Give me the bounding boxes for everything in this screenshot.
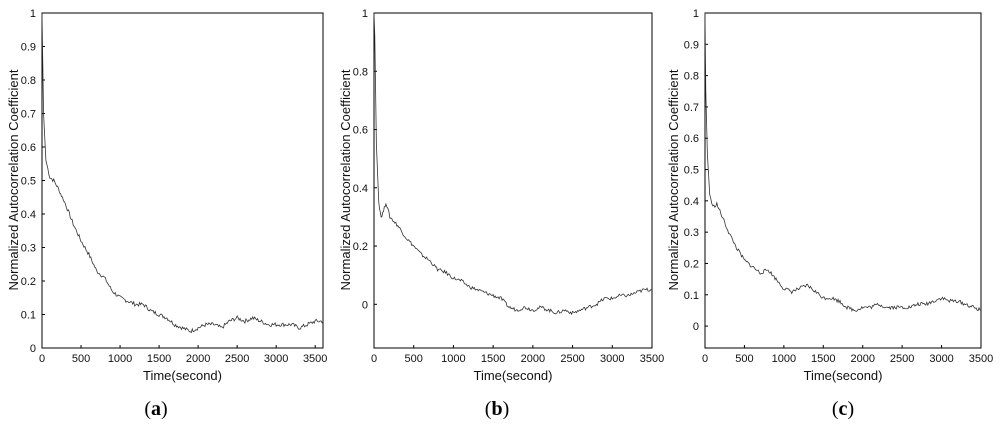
y-tick-label: 1 [362,8,368,20]
y-tick-label: 0.1 [21,310,36,322]
x-tick-label: 500 [735,353,753,365]
x-tick-label: 1000 [108,353,132,365]
y-tick-label: 0.3 [21,243,36,255]
chart-c-svg: 0 500 1000 1500 2000 2500 3000 3500 0 0.1 0.2 0.3 0.… [666,8,993,383]
y-tick-label: 1 [30,8,36,20]
x-tick-label: 3500 [303,353,327,365]
caption-c: (c) [831,398,855,420]
x-tick-label: 0 [702,353,708,365]
y-tick-label: 0.8 [353,66,368,78]
y-axis-label: Normalized Autocorrelation Coefficient [666,69,681,290]
x-tick-label: 2000 [521,353,545,365]
y-tick-label: 0.2 [684,258,699,270]
x-tick-label: 2000 [850,353,874,365]
y-tick-label: 0 [362,299,368,311]
x-tick-label: 1500 [481,353,505,365]
chart-b-svg: 0 500 1000 1500 2000 2500 3000 3500 0 0.2 0.4 0.6 0.… [338,8,664,383]
x-tick-label: 1000 [772,353,796,365]
y-tick-label: 0.5 [684,165,699,177]
y-tick-label: 0.8 [21,75,36,87]
y-tick-label: 0.6 [684,133,699,145]
x-axis-label: Time(second) [474,368,553,383]
y-tick-label: 0.2 [353,241,368,253]
caption-a: (a) [144,398,168,420]
x-axis-label: Time(second) [143,368,222,383]
chart-panel-a: 0 500 1000 1500 2000 2500 3000 3500 0 0.1 0.2 0.3 0.… [0,0,330,428]
y-tick-label: 0.7 [684,102,699,114]
plot-frame [373,12,653,349]
x-tick-label: 3000 [929,353,953,365]
x-tick-label: 500 [72,353,90,365]
caption-b-letter: b [491,398,503,420]
y-tick-label: 1 [693,8,699,20]
x-axis-label: Time(second) [804,368,883,383]
y-tick-label: 0.3 [684,227,699,239]
autocorrelation-series-line [704,12,982,312]
y-tick-label: 0.9 [21,42,36,54]
autocorrelation-series-line [41,12,324,334]
y-tick-label: 0.4 [21,209,36,221]
y-tick-label: 0.4 [684,196,699,208]
x-tick-label: 0 [371,353,377,365]
caption-a-letter: a [151,398,161,420]
x-tick-label: 2500 [890,353,914,365]
x-tick-label: 3500 [969,353,993,365]
x-tick-label: 3000 [264,353,288,365]
y-tick-label: 0 [693,321,699,333]
x-tick-label: 1000 [441,353,465,365]
y-tick-label: 0 [30,343,36,355]
x-tick-label: 2000 [186,353,210,365]
y-tick-label: 0.6 [353,125,368,137]
y-tick-label: 0.1 [684,290,699,302]
y-tick-label: 0.6 [21,142,36,154]
y-tick-label: 0.7 [21,109,36,121]
y-axis-label: Normalized Autocorrelation Coefficient [338,69,353,290]
x-tick-label: 2500 [560,353,584,365]
y-tick-label: 0.8 [684,71,699,83]
y-axis-label: Normalized Autocorrelation Coefficient [6,69,21,290]
x-tick-label: 1500 [147,353,171,365]
caption-b: (b) [484,398,510,420]
x-tick-label: 3000 [600,353,624,365]
plot-frame [41,12,324,349]
chart-panel-c: 0 500 1000 1500 2000 2500 3000 3500 0 0.1 0.2 0.3 0.… [665,0,995,428]
chart-panel-b: 0 500 1000 1500 2000 2500 3000 3500 0 0.2 0.4 0.6 0.… [333,0,664,428]
x-tick-label: 3500 [640,353,664,365]
x-tick-label: 1500 [811,353,835,365]
y-tick-label: 0.2 [21,276,36,288]
y-tick-label: 0.5 [21,176,36,188]
autocorrelation-series-line [373,12,653,316]
plot-frame [704,12,982,349]
chart-a-svg: 0 500 1000 1500 2000 2500 3000 3500 0 0.1 0.2 0.3 0.… [6,8,327,383]
x-tick-label: 0 [39,353,45,365]
x-tick-label: 2500 [225,353,249,365]
y-tick-label: 0.4 [353,183,368,195]
caption-c-letter: c [838,398,848,420]
y-tick-label: 0.9 [684,39,699,51]
x-tick-label: 500 [405,353,423,365]
